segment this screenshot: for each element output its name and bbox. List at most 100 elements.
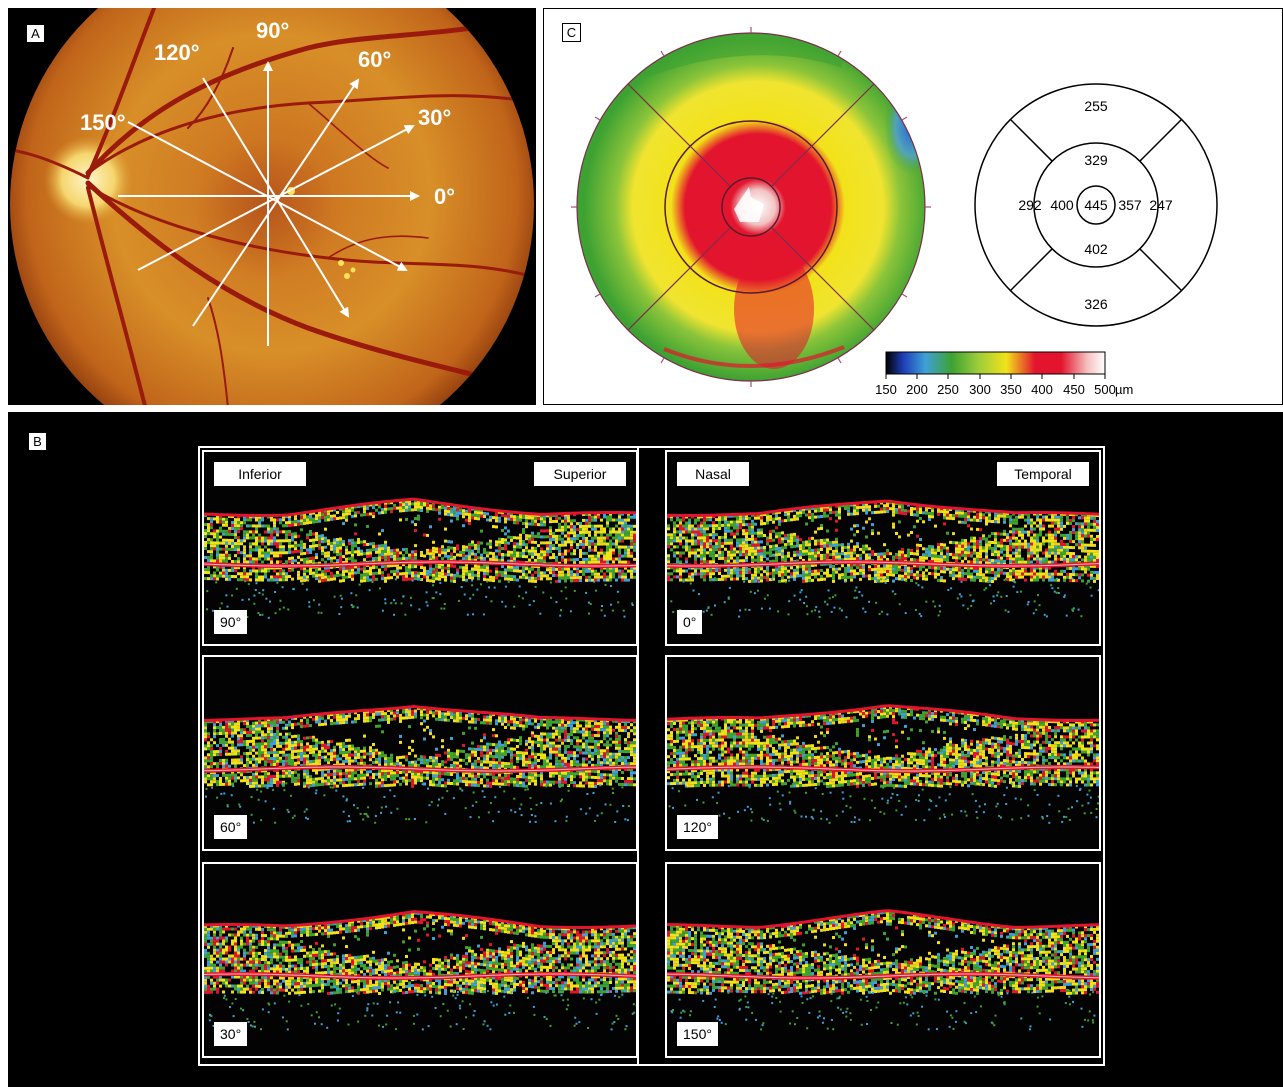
oct-speckle — [958, 574, 961, 578]
oct-speckle — [504, 571, 507, 575]
oct-speckle — [306, 533, 309, 537]
oct-speckle — [456, 571, 459, 575]
oct-speckle — [808, 537, 811, 541]
oct-speckle — [697, 530, 700, 534]
oct-speckle — [447, 558, 450, 562]
oct-speckle — [853, 509, 856, 513]
oct-speckle — [231, 773, 234, 777]
choroid-speckle — [231, 594, 234, 597]
oct-speckle — [354, 523, 357, 527]
oct-speckle — [561, 558, 564, 562]
oct-speckle — [348, 512, 351, 516]
oct-speckle — [988, 540, 991, 544]
oct-speckle — [1030, 551, 1033, 555]
oct-speckle — [585, 530, 588, 534]
oct-speckle — [573, 528, 576, 532]
oct-speckle — [276, 738, 279, 742]
choroid-speckle — [206, 590, 209, 593]
oct-speckle — [537, 553, 540, 557]
oct-speckle — [688, 539, 691, 543]
oct-speckle — [345, 560, 348, 564]
oct-speckle — [573, 552, 576, 556]
scale-tick-400: 400 — [1031, 382, 1053, 397]
oct-speckle — [462, 572, 465, 576]
oct-speckle — [534, 576, 537, 580]
choroid-speckle — [749, 590, 752, 593]
oct-speckle — [853, 563, 856, 567]
oct-speckle — [832, 579, 835, 583]
oct-speckle — [489, 578, 492, 582]
oct-speckle — [366, 542, 369, 546]
oct-speckle — [432, 504, 435, 508]
oct-speckle — [673, 536, 676, 540]
oct-speckle — [291, 556, 294, 560]
oct-speckle — [231, 722, 234, 726]
oct-speckle — [594, 575, 597, 579]
oct-speckle — [940, 567, 943, 571]
oct-speckle — [895, 571, 898, 574]
oct-speckle — [234, 554, 237, 558]
oct-speckle — [994, 547, 997, 551]
choroid-speckle — [617, 601, 620, 604]
oct-speckle — [688, 545, 691, 549]
oct-speckle — [964, 572, 967, 576]
oct-speckle — [847, 509, 850, 513]
choroid-speckle — [287, 608, 290, 611]
oct-speckle — [234, 527, 237, 531]
oct-speckle — [582, 527, 585, 531]
oct-speckle — [231, 542, 234, 545]
choroid-speckle — [827, 589, 830, 592]
oct-speckle — [324, 569, 327, 573]
oct-speckle — [255, 775, 258, 779]
oct-speckle — [558, 546, 561, 550]
oct-speckle — [222, 547, 225, 551]
choroid-speckle — [806, 613, 809, 616]
oct-speckle — [234, 746, 237, 750]
scan-direction-arrows — [118, 61, 420, 346]
oct-speckle — [576, 522, 579, 526]
oct-speckle — [790, 545, 793, 549]
oct-speckle — [796, 553, 799, 557]
oct-speckle — [558, 549, 561, 553]
choroid-speckle — [371, 581, 374, 583]
oct-speckle — [709, 548, 712, 552]
oct-speckle — [420, 506, 423, 509]
oct-speckle — [781, 549, 784, 553]
oct-speckle — [742, 514, 745, 518]
oct-speckle — [820, 524, 823, 527]
oct-speckle — [1066, 518, 1069, 522]
choroid-speckle — [443, 603, 446, 605]
oct-speckle — [757, 528, 760, 532]
oct-speckle — [288, 551, 291, 554]
oct-speckle — [549, 571, 552, 575]
oct-speckle — [751, 555, 754, 559]
oct-speckle — [946, 531, 949, 535]
oct-speckle — [513, 521, 516, 525]
oct-speckle — [399, 518, 402, 522]
choroid-speckle — [400, 602, 403, 605]
oct-speckle — [895, 565, 898, 568]
oct-speckle — [222, 565, 225, 569]
oct-speckle — [751, 528, 754, 532]
oct-speckle — [297, 749, 300, 753]
oct-speckle — [525, 543, 528, 547]
oct-speckle — [315, 568, 318, 572]
oct-speckle — [775, 514, 778, 518]
oct-speckle — [525, 555, 528, 559]
oct-speckle — [330, 508, 333, 512]
oct-speckle — [1012, 572, 1015, 576]
oct-speckle — [339, 540, 342, 544]
oct-speckle — [552, 532, 555, 535]
oct-speckle — [213, 753, 216, 757]
oct-speckle — [667, 524, 670, 528]
oct-speckle — [525, 567, 528, 571]
oct-speckle — [276, 539, 279, 543]
oct-speckle — [609, 578, 612, 582]
oct-speckle — [781, 570, 784, 574]
oct-speckle — [216, 517, 219, 521]
oct-speckle — [691, 536, 694, 540]
oct-speckle — [231, 731, 234, 735]
oct-speckle — [546, 514, 549, 518]
oct-speckle — [447, 546, 450, 550]
oct-speckle — [267, 742, 270, 746]
